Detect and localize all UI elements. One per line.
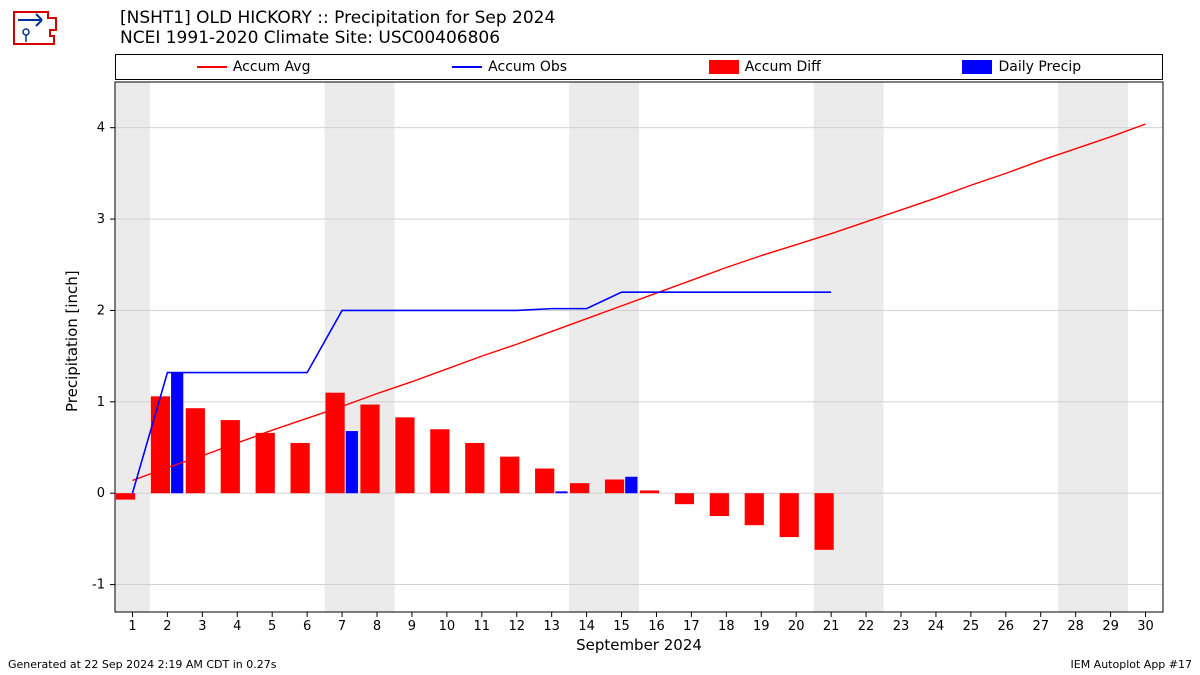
- svg-text:1: 1: [97, 395, 105, 410]
- legend-item: Accum Avg: [197, 59, 311, 75]
- footer-generated-text: Generated at 22 Sep 2024 2:19 AM CDT in …: [8, 658, 276, 671]
- legend-swatch: [197, 66, 227, 68]
- title-line-2: NCEI 1991-2020 Climate Site: USC00406806: [120, 28, 555, 48]
- svg-text:10: 10: [439, 619, 456, 634]
- chart-svg: 1234567891011121314151617181920212223242…: [115, 82, 1163, 612]
- svg-text:17: 17: [683, 619, 700, 634]
- figure-container: [NSHT1] OLD HICKORY :: Precipitation for…: [0, 0, 1200, 675]
- svg-text:22: 22: [858, 619, 875, 634]
- svg-text:2: 2: [97, 303, 105, 318]
- svg-text:4: 4: [233, 619, 241, 634]
- title-line-1: [NSHT1] OLD HICKORY :: Precipitation for…: [120, 8, 555, 28]
- legend-label: Accum Avg: [233, 59, 311, 75]
- svg-text:19: 19: [753, 619, 770, 634]
- svg-text:2: 2: [163, 619, 171, 634]
- svg-text:0: 0: [97, 486, 105, 501]
- svg-text:8: 8: [373, 619, 381, 634]
- svg-text:26: 26: [998, 619, 1015, 634]
- legend-swatch: [962, 60, 992, 74]
- legend-swatch: [452, 66, 482, 68]
- y-axis-label: Precipitation [inch]: [63, 270, 81, 412]
- x-axis-label: September 2024: [115, 636, 1163, 654]
- svg-text:25: 25: [963, 619, 980, 634]
- svg-text:9: 9: [408, 619, 416, 634]
- svg-text:18: 18: [718, 619, 735, 634]
- svg-text:16: 16: [648, 619, 665, 634]
- legend-label: Accum Obs: [488, 59, 567, 75]
- svg-text:11: 11: [474, 619, 491, 634]
- svg-text:30: 30: [1137, 619, 1154, 634]
- svg-text:14: 14: [578, 619, 595, 634]
- svg-text:24: 24: [928, 619, 945, 634]
- svg-text:5: 5: [268, 619, 276, 634]
- svg-text:23: 23: [893, 619, 910, 634]
- svg-text:29: 29: [1102, 619, 1119, 634]
- svg-text:3: 3: [97, 212, 105, 227]
- title-block: [NSHT1] OLD HICKORY :: Precipitation for…: [120, 8, 555, 48]
- svg-text:-1: -1: [92, 578, 105, 593]
- svg-text:1: 1: [128, 619, 136, 634]
- legend-label: Accum Diff: [745, 59, 821, 75]
- svg-text:3: 3: [198, 619, 206, 634]
- svg-text:4: 4: [97, 121, 105, 136]
- svg-text:20: 20: [788, 619, 805, 634]
- svg-text:6: 6: [303, 619, 311, 634]
- legend-item: Accum Diff: [709, 59, 821, 75]
- svg-text:28: 28: [1067, 619, 1084, 634]
- svg-text:21: 21: [823, 619, 840, 634]
- legend-label: Daily Precip: [998, 59, 1081, 75]
- svg-text:15: 15: [613, 619, 630, 634]
- legend-item: Daily Precip: [962, 59, 1081, 75]
- svg-text:7: 7: [338, 619, 346, 634]
- legend-swatch: [709, 60, 739, 74]
- iem-logo: [6, 6, 62, 54]
- chart-area: 1234567891011121314151617181920212223242…: [115, 82, 1163, 612]
- legend-item: Accum Obs: [452, 59, 567, 75]
- svg-text:12: 12: [508, 619, 525, 634]
- footer-app-text: IEM Autoplot App #17: [1071, 658, 1193, 671]
- svg-text:27: 27: [1032, 619, 1049, 634]
- svg-text:13: 13: [543, 619, 560, 634]
- legend: Accum Avg Accum Obs Accum Diff Daily Precip: [115, 54, 1163, 80]
